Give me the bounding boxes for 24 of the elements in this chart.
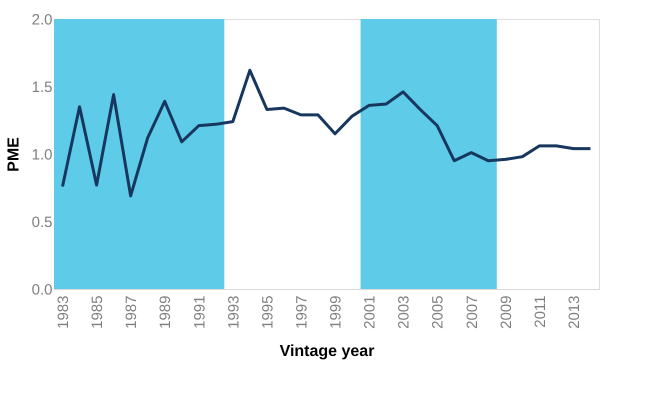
y-tick-label: 0.5 (32, 214, 52, 231)
y-tick-label: 0.0 (32, 282, 52, 298)
y-tick-label: 1.5 (32, 79, 52, 96)
x-tick-label: 1989 (157, 296, 174, 329)
x-tick-label: 1985 (89, 296, 106, 329)
x-tick-label: 1983 (55, 296, 72, 329)
y-tick-label: 1.0 (32, 146, 52, 164)
x-tick-label: 1987 (123, 296, 140, 329)
x-tick-label: 2005 (430, 296, 447, 329)
x-tick-label: 1991 (191, 296, 208, 329)
x-tick-label: 2003 (396, 296, 413, 329)
x-tick-label: 2009 (498, 296, 515, 329)
line-series (61, 68, 592, 198)
y-axis-title: PME (6, 136, 23, 172)
x-axis-title: Vintage year (280, 342, 374, 360)
x-tick-label: 2001 (362, 296, 379, 329)
x-tick-label: 2007 (464, 296, 481, 329)
x-tick-label: 2013 (566, 296, 583, 329)
y-tick-label: 2.0 (32, 12, 52, 28)
x-tick-label: 1995 (259, 296, 276, 329)
x-tick-label: 1999 (328, 296, 345, 329)
x-tick-label: 2011 (532, 296, 549, 328)
x-tick-label: 1993 (225, 296, 242, 329)
x-tick-label: 1997 (293, 296, 310, 329)
